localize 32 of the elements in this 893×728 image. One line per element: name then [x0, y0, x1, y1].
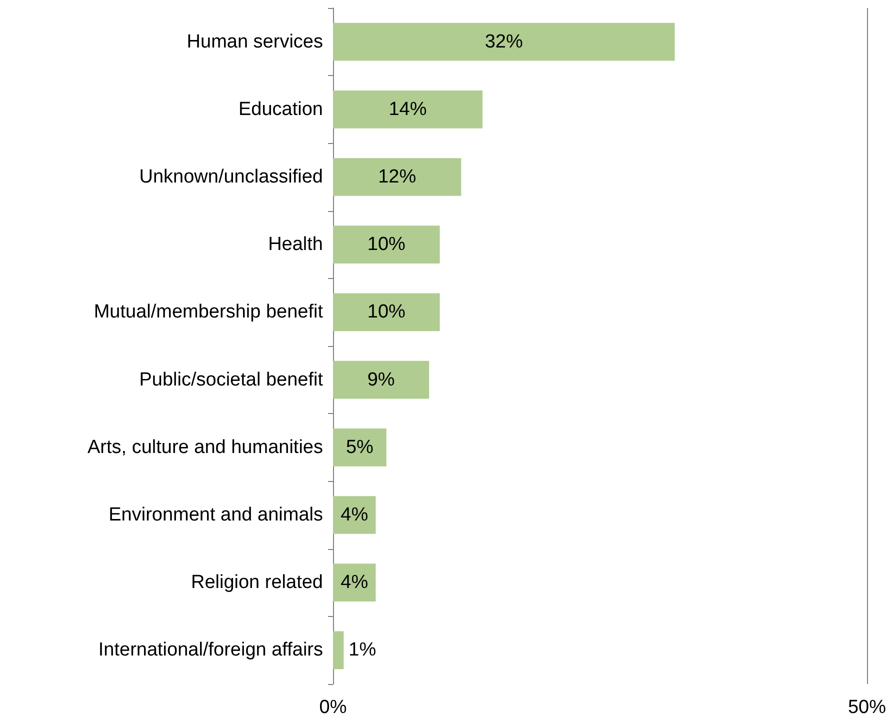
bar	[333, 90, 483, 128]
data-label: 12%	[378, 166, 416, 188]
y-tick-label: Health	[268, 234, 323, 256]
bar	[333, 158, 462, 196]
bar	[333, 22, 675, 61]
bar	[333, 226, 440, 264]
data-label: 4%	[340, 572, 368, 594]
y-tick-label: Unknown/unclassified	[139, 166, 323, 188]
y-tick-label: Religion related	[190, 572, 323, 594]
data-label: 14%	[388, 98, 427, 120]
bar	[333, 428, 386, 466]
y-tick-label: International/foreign affairs	[98, 640, 323, 661]
bar	[333, 496, 376, 534]
data-label: 9%	[367, 369, 395, 390]
y-tick-label: Arts, culture and humanities	[87, 436, 323, 458]
y-tick-label: Education	[238, 98, 323, 120]
data-label: 10%	[367, 302, 406, 323]
y-tick-label: Environment and animals	[108, 504, 323, 526]
data-label: 1%	[348, 640, 376, 661]
data-label: 32%	[484, 31, 523, 52]
bar	[333, 360, 430, 399]
x-tick-label: 50%	[848, 697, 886, 718]
y-tick-label: Human services	[186, 31, 323, 52]
x-tick-label: 0%	[319, 697, 347, 718]
bar	[333, 293, 440, 332]
bar	[333, 564, 376, 602]
data-label: 4%	[340, 504, 368, 526]
data-label: 5%	[346, 436, 374, 458]
data-label: 10%	[367, 234, 406, 256]
bar	[333, 631, 344, 670]
y-tick-label: Public/societal benefit	[139, 369, 324, 390]
y-tick-label: Mutual/membership benefit	[94, 302, 324, 323]
